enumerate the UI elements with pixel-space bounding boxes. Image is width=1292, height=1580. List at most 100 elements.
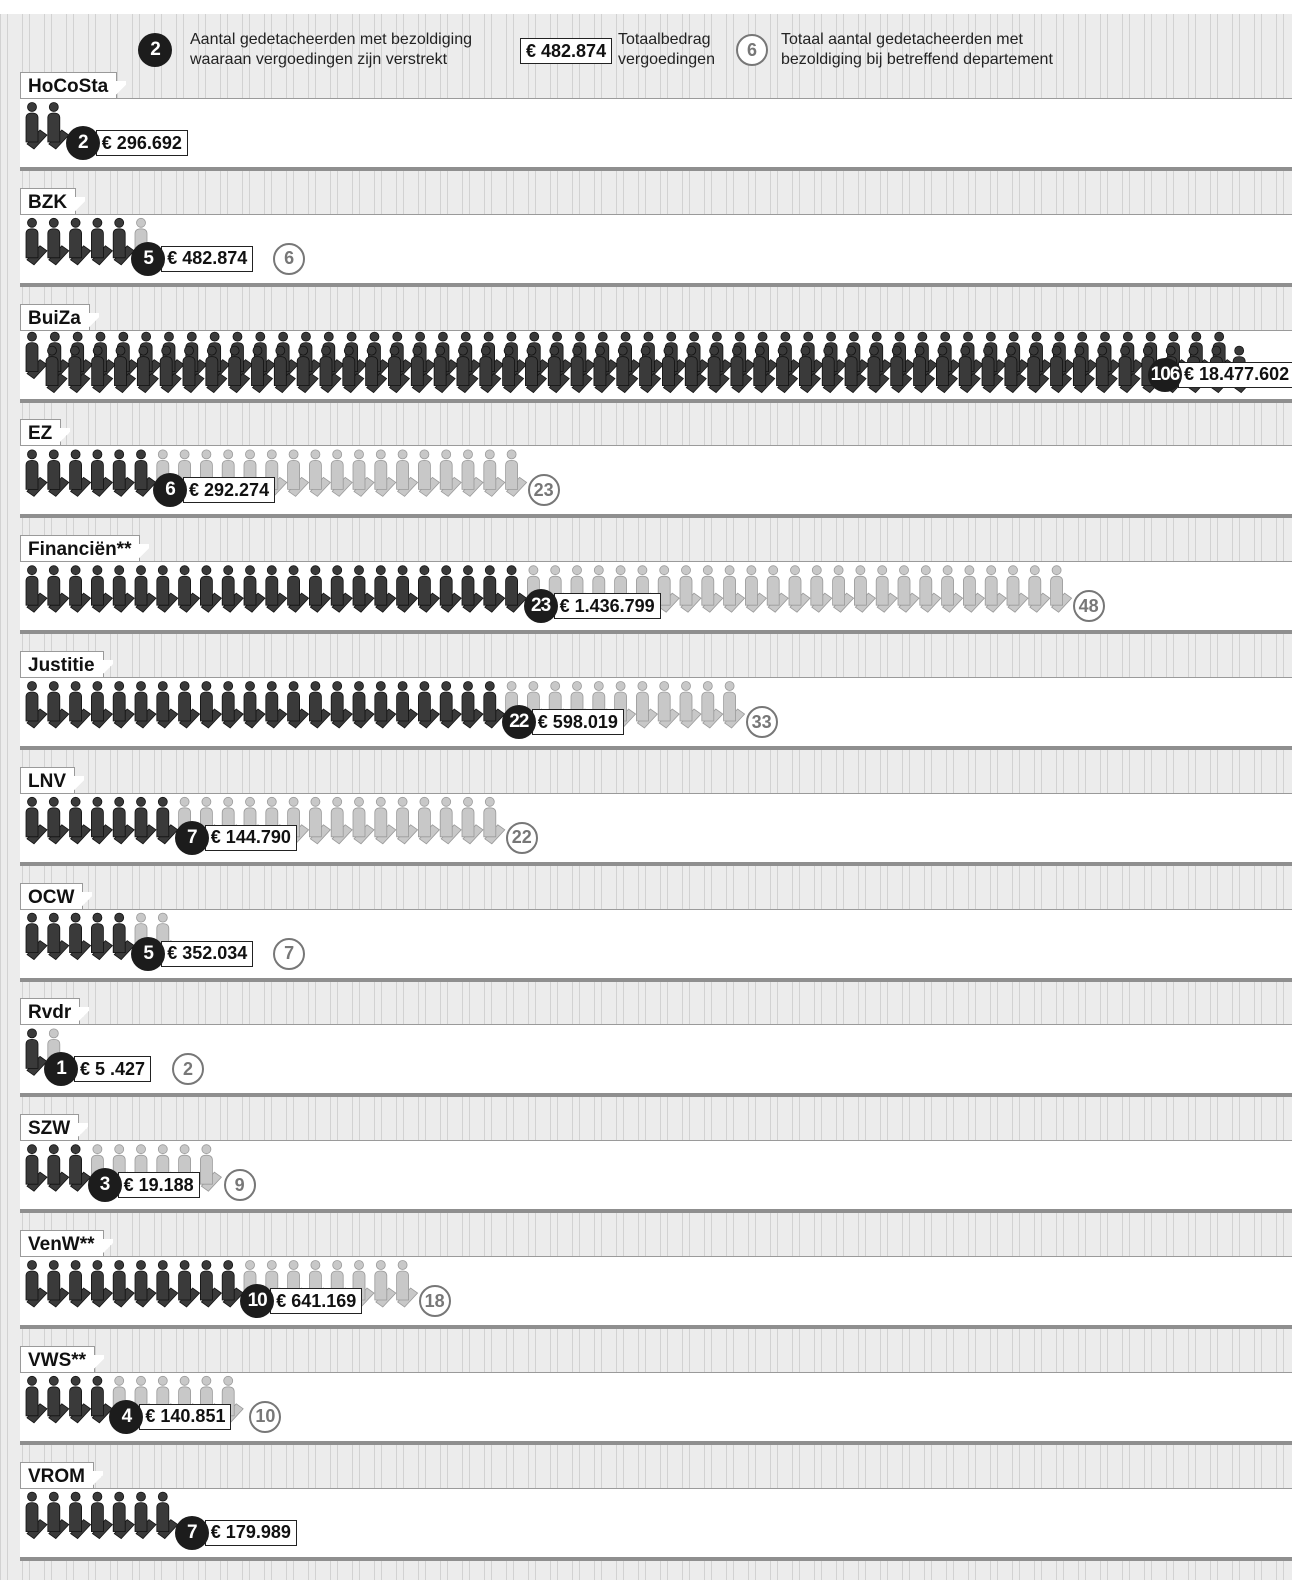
person-paid-icon bbox=[1050, 345, 1073, 394]
person-paid-icon bbox=[221, 681, 244, 729]
person-paid-icon bbox=[47, 449, 70, 497]
person-paid-icon bbox=[47, 1375, 70, 1424]
person-paid-icon bbox=[1004, 345, 1027, 394]
legend-amount-text: Totaalbedrag vergoedingen bbox=[618, 31, 715, 68]
department-band bbox=[20, 1024, 1292, 1094]
person-paid-icon bbox=[47, 796, 70, 845]
person-paid-icon bbox=[483, 681, 506, 729]
amount-label: € 598.019 bbox=[531, 709, 624, 735]
amount-label: € 1.436.799 bbox=[553, 593, 661, 620]
person-paid-icon bbox=[47, 565, 70, 613]
person-paid-icon bbox=[156, 681, 179, 729]
person-paid-icon bbox=[112, 796, 135, 845]
person-paid-icon bbox=[69, 1144, 92, 1192]
person-paid-icon bbox=[91, 345, 114, 394]
person-paid-icon bbox=[525, 345, 548, 394]
person-paid-icon bbox=[47, 217, 70, 266]
person-paid-icon bbox=[200, 681, 223, 729]
person-paid-icon bbox=[25, 1491, 48, 1540]
amount-label: € 179.989 bbox=[204, 1519, 297, 1546]
person-paid-icon bbox=[112, 681, 135, 729]
person-unpaid-icon bbox=[505, 449, 528, 497]
person-paid-icon bbox=[69, 1260, 92, 1308]
person-paid-icon bbox=[25, 1375, 48, 1424]
paid-count-badge: 23 bbox=[523, 589, 558, 624]
person-unpaid-icon bbox=[875, 565, 898, 613]
total-count-circle: 23 bbox=[527, 474, 560, 507]
person-unpaid-icon bbox=[309, 796, 332, 845]
person-paid-icon bbox=[91, 912, 114, 961]
person-paid-icon bbox=[25, 1144, 48, 1192]
person-paid-icon bbox=[25, 681, 48, 729]
person-paid-icon bbox=[200, 1260, 223, 1308]
person-paid-icon bbox=[479, 345, 502, 394]
person-unpaid-icon bbox=[200, 1144, 223, 1192]
legend-amount: € 482.874 bbox=[520, 38, 613, 64]
person-paid-icon bbox=[1095, 345, 1118, 394]
person-paid-icon bbox=[662, 345, 685, 394]
person-unpaid-icon bbox=[396, 796, 419, 845]
person-unpaid-icon bbox=[483, 449, 506, 497]
person-unpaid-icon bbox=[788, 565, 811, 613]
person-unpaid-icon bbox=[483, 796, 506, 845]
person-paid-icon bbox=[25, 796, 48, 845]
person-paid-icon bbox=[251, 345, 274, 394]
person-unpaid-icon bbox=[723, 565, 746, 613]
department-label: VROM bbox=[20, 1461, 103, 1489]
person-paid-icon bbox=[69, 449, 92, 497]
person-paid-icon bbox=[396, 565, 419, 613]
paid-count-badge: 2 bbox=[65, 126, 100, 160]
person-unpaid-icon bbox=[374, 796, 397, 845]
person-paid-icon bbox=[178, 1260, 201, 1308]
person-paid-icon bbox=[47, 1260, 70, 1308]
person-paid-icon bbox=[593, 345, 616, 394]
person-paid-icon bbox=[159, 345, 182, 394]
person-paid-icon bbox=[25, 1260, 48, 1308]
person-paid-icon bbox=[342, 345, 365, 394]
person-paid-icon bbox=[228, 345, 251, 394]
paid-count-badge: 22 bbox=[501, 705, 536, 739]
department-label: OCW bbox=[20, 882, 93, 910]
person-paid-icon bbox=[330, 681, 353, 729]
person-paid-icon bbox=[69, 796, 92, 845]
person-paid-icon bbox=[265, 565, 288, 613]
person-unpaid-icon bbox=[1028, 565, 1051, 613]
person-paid-icon bbox=[156, 565, 179, 613]
person-paid-icon bbox=[309, 681, 332, 729]
person-paid-icon bbox=[821, 345, 844, 394]
person-unpaid-icon bbox=[352, 796, 375, 845]
department-label: VenW** bbox=[20, 1230, 113, 1257]
person-paid-icon bbox=[91, 217, 114, 266]
person-paid-icon bbox=[243, 565, 266, 613]
paid-count-badge: 6 bbox=[153, 473, 187, 508]
person-paid-icon bbox=[134, 449, 157, 497]
person-paid-icon bbox=[91, 449, 114, 497]
person-paid-icon bbox=[1027, 345, 1050, 394]
person-paid-icon bbox=[639, 345, 662, 394]
person-paid-icon bbox=[68, 345, 91, 394]
person-paid-icon bbox=[47, 681, 70, 729]
person-paid-icon bbox=[178, 681, 201, 729]
person-paid-icon bbox=[483, 565, 506, 613]
person-paid-icon bbox=[69, 1491, 92, 1540]
person-paid-icon bbox=[461, 565, 484, 613]
person-paid-icon bbox=[134, 565, 157, 613]
department-label: Rvdr bbox=[20, 998, 90, 1026]
total-count-circle: 33 bbox=[745, 706, 778, 738]
person-paid-icon bbox=[47, 1144, 70, 1192]
amount-label: € 140.851 bbox=[139, 1403, 232, 1430]
person-unpaid-icon bbox=[1050, 565, 1073, 613]
person-paid-icon bbox=[365, 345, 388, 394]
person-paid-icon bbox=[502, 345, 525, 394]
paid-count-badge: 7 bbox=[174, 1515, 209, 1550]
person-paid-icon bbox=[112, 1491, 135, 1540]
person-paid-icon bbox=[753, 345, 776, 394]
person-unpaid-icon bbox=[374, 449, 397, 497]
person-paid-icon bbox=[134, 1260, 157, 1308]
person-paid-icon bbox=[91, 565, 114, 613]
person-paid-icon bbox=[91, 1260, 114, 1308]
person-paid-icon bbox=[547, 345, 570, 394]
person-paid-icon bbox=[112, 912, 135, 961]
person-unpaid-icon bbox=[636, 681, 659, 729]
